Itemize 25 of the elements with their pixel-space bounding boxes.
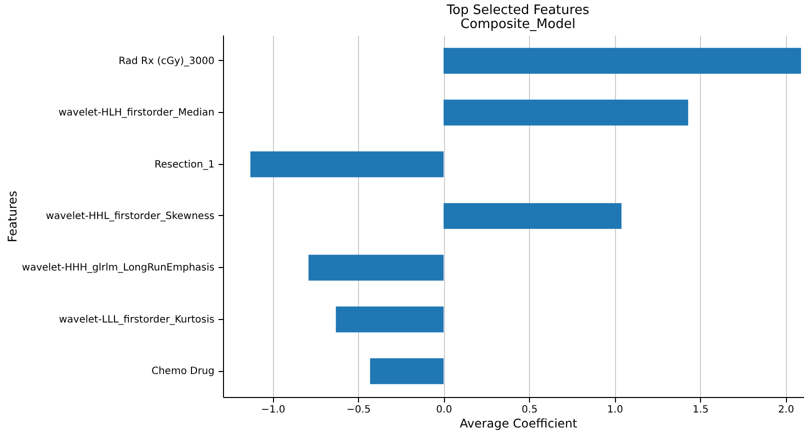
y-tick-label: wavelet-HHL_firstorder_Skewness	[46, 211, 214, 222]
bar	[444, 48, 802, 74]
bar	[250, 151, 444, 178]
y-tick-label: Resection_1	[154, 159, 214, 170]
y-tick-label: Rad Rx (cGy)_3000	[118, 56, 214, 67]
x-tick-label: 1.5	[692, 404, 709, 416]
x-tick-label: −1.0	[260, 404, 286, 416]
y-tick-label: wavelet-LLL_firstorder_Kurtosis	[58, 314, 214, 326]
x-tick-label: 2.0	[778, 404, 794, 416]
y-axis-title: Features	[6, 190, 20, 242]
bar	[444, 203, 622, 229]
x-tick-label: 0.5	[522, 404, 538, 416]
y-tick-label: Chemo Drug	[151, 366, 214, 378]
bar	[444, 100, 688, 126]
y-tick-label: wavelet-HLH_firstorder_Median	[58, 108, 214, 119]
y-tick-label: wavelet-HHH_glrlm_LongRunEmphasis	[22, 262, 214, 274]
chart-subtitle: Composite_Model	[460, 17, 576, 32]
bar	[308, 254, 444, 281]
chart-title: Top Selected Features	[446, 3, 590, 18]
x-axis-title: Average Coefficient	[460, 416, 578, 430]
x-tick-label: 1.0	[607, 404, 624, 416]
bar	[336, 306, 444, 332]
bar	[370, 358, 444, 384]
x-tick-label: −0.5	[346, 404, 371, 416]
x-tick-label: 0.0	[436, 404, 452, 416]
